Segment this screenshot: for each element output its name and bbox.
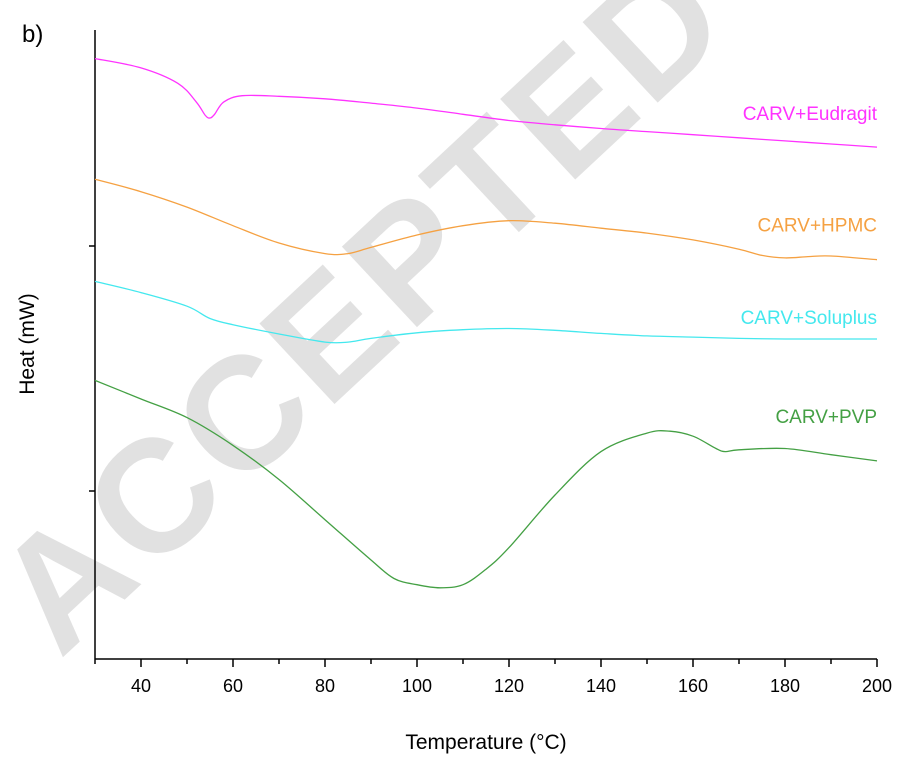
x-tick-label: 200 [862, 676, 892, 696]
series-label: CARV+Soluplus [741, 308, 877, 329]
panel-label: b) [22, 21, 43, 48]
series-label: CARV+Eudragit [743, 104, 878, 125]
x-tick-label: 180 [770, 676, 800, 696]
x-tick-label: 60 [223, 676, 243, 696]
series-label: CARV+PVP [775, 407, 877, 428]
x-tick-label: 140 [586, 676, 616, 696]
series-line [94, 280, 877, 344]
series-line [94, 57, 878, 148]
series-line [94, 379, 878, 589]
x-tick-label: 160 [678, 676, 708, 696]
x-tick-label: 40 [131, 676, 151, 696]
watermark: ACCEPTED M [0, 0, 899, 685]
x-tick-label: 80 [315, 676, 335, 696]
x-tick-label: 120 [494, 676, 524, 696]
x-axis-title: Temperature (°C) [405, 731, 566, 754]
y-axis-title: Heat (mW) [16, 293, 39, 395]
series-label: CARV+HPMC [758, 216, 877, 237]
series-layer [94, 57, 878, 589]
x-tick-label: 100 [402, 676, 432, 696]
x-ticks: 40 60 80 100 120 140 160 180 200 [94, 659, 892, 696]
series-labels: CARV+Eudragit CARV+HPMC CARV+Soluplus CARV+… [741, 104, 878, 428]
series-line [94, 178, 878, 261]
plot-area: 40 60 80 100 120 140 160 180 200 CARV+EudragitCA… [89, 30, 892, 696]
